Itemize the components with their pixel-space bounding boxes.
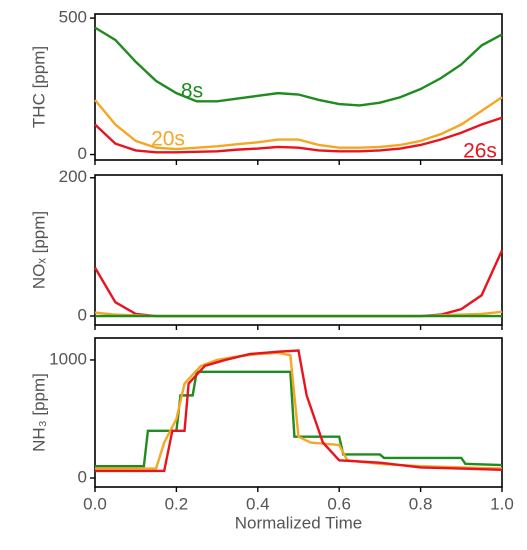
series-line [93,249,504,318]
x-tick-label: 0.6 [327,494,351,513]
y-axis-label: THC [ppm] [29,46,48,128]
series-line [95,349,503,473]
x-tick-label: 0.2 [165,494,189,513]
plot-frame [94,337,503,488]
series-label: 8s [181,80,203,103]
y-tick-label: 500 [59,8,87,27]
plot-frame [94,174,503,326]
series-label: 20s [151,128,185,151]
y-axis-label: NH₃ [ppm] [29,373,48,452]
y-tick-label: 0 [78,305,87,324]
series-line [94,26,503,107]
series-line [94,116,503,154]
series-label: 26s [463,140,497,163]
x-tick-label: 0.0 [83,494,107,513]
series-line [94,96,503,151]
x-axis-label: Normalized Time [235,513,363,532]
y-tick-label: 0 [78,468,87,487]
x-tick-label: 0.8 [409,494,433,513]
series-line [95,351,503,470]
y-tick-label: 0 [78,144,87,163]
y-tick-label: 200 [59,167,87,186]
y-tick-label: 1000 [49,349,87,368]
y-axis-label: NOₓ [ppm] [29,211,48,289]
x-tick-label: 0.4 [246,494,270,513]
series-line [95,370,503,468]
plot-frame [94,13,503,161]
x-tick-label: 1.0 [490,494,514,513]
